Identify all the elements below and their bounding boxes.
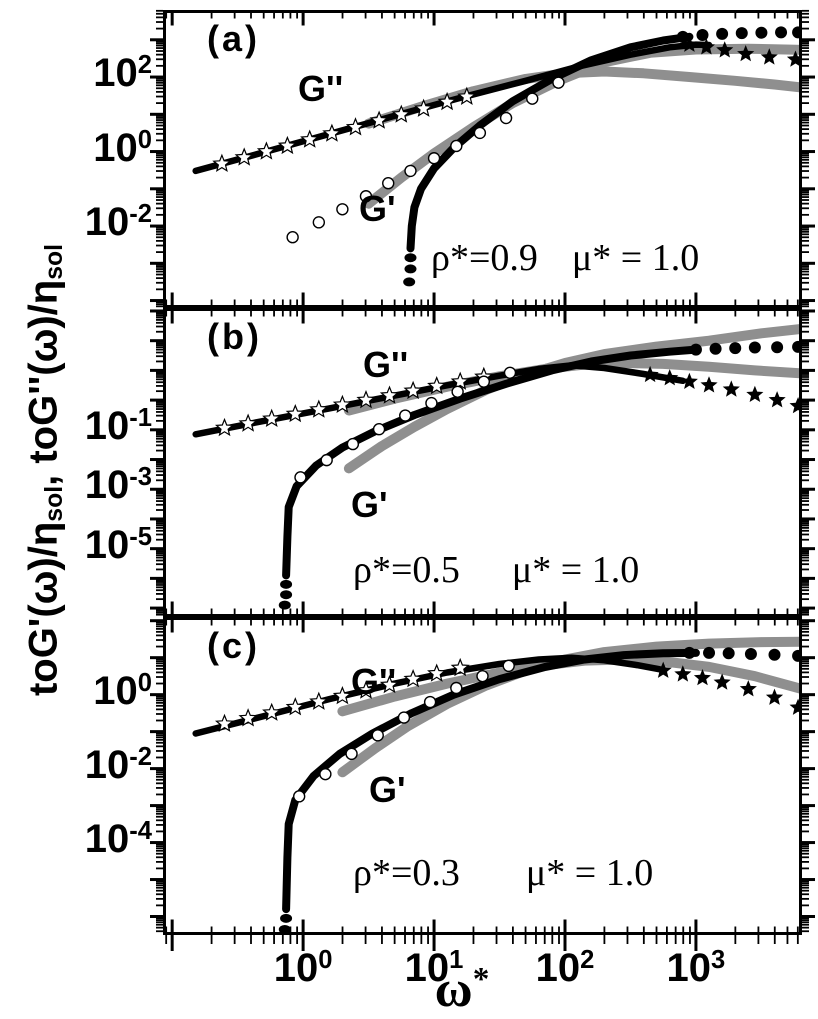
y-tick-label: 10-1 — [84, 403, 152, 448]
G-double-prime-line — [192, 362, 687, 438]
G-double-prime-theory-gray — [337, 654, 802, 717]
G-prime-line — [406, 32, 694, 253]
x-tick-label: 103 — [666, 946, 726, 990]
y-tick-label: 10-3 — [84, 463, 152, 508]
panel-c-series — [192, 636, 802, 934]
x-axis-tick-labels: 100 101 102 103 — [0, 946, 818, 1001]
G-prime-drop-dots — [403, 253, 417, 287]
x-tick-label: 102 — [535, 946, 595, 990]
rho-value: ρ*=0.5 — [353, 549, 460, 591]
G-double-prime-stars-tail — [641, 365, 802, 414]
panel-a: (a) G'' G' ρ*=0.9 μ* = 1.0 102 100 10-2 — [85, 9, 815, 308]
g-prime-label: G' — [351, 484, 388, 525]
panel-c-plot — [150, 617, 815, 951]
panel-c-letter: (c) — [207, 625, 260, 666]
y-tick-label: 10-2 — [84, 200, 152, 245]
panel-a-letter: (a) — [207, 18, 260, 59]
mu-value: μ* = 1.0 — [525, 852, 654, 894]
x-tick-label: 100 — [273, 946, 333, 990]
mu-value: μ* = 1.0 — [511, 549, 640, 591]
G-prime-line — [282, 345, 700, 580]
panel-c-border — [163, 617, 802, 935]
panel-b-plot — [150, 308, 815, 617]
panel-b: (b) G'' G' ρ*=0.5 μ* = 1.0 10-1 10-3 10-5 — [85, 308, 815, 617]
panel-b-series — [192, 323, 802, 610]
x-tick-label: 101 — [404, 946, 464, 990]
G-prime-open-circles — [294, 366, 517, 484]
panel-b-annotation: ρ*=0.5 μ* = 1.0 — [353, 548, 639, 592]
G-prime-drop-dots — [278, 913, 293, 934]
mu-value: μ* = 1.0 — [571, 237, 700, 279]
x-axis-label: ω* — [434, 960, 490, 1018]
panel-a-annotation: ρ*=0.9 μ* = 1.0 — [431, 236, 699, 280]
panel-c-annotation: ρ*=0.3 μ* = 1.0 — [353, 851, 653, 895]
G-double-prime-line — [192, 654, 667, 737]
g-double-prime-label: G'' — [298, 68, 344, 109]
g-prime-label: G' — [369, 769, 406, 810]
panel-b-letter: (b) — [207, 316, 262, 357]
panel-a-border — [163, 10, 802, 308]
y-tick-label: 10-4 — [84, 816, 152, 861]
G-double-prime-open-stars — [212, 86, 477, 173]
y-tick-label: 10-5 — [84, 522, 152, 567]
g-double-prime-label: G'' — [351, 661, 397, 702]
G-prime-dots-tail — [683, 646, 802, 662]
g-double-prime-label: G'' — [363, 344, 409, 385]
G-double-prime-theory-gray — [363, 66, 802, 129]
rho-value: ρ*=0.3 — [353, 852, 460, 894]
G-prime-drop-dots — [278, 579, 293, 610]
y-tick-label: 100 — [93, 125, 152, 170]
G-prime-open-circles — [286, 76, 565, 244]
y-tick-label: 102 — [93, 51, 152, 96]
panel-b-border — [163, 308, 802, 617]
rho-value: ρ*=0.9 — [431, 237, 538, 279]
G-double-prime-stars-tail — [654, 661, 802, 715]
y-axis-label: toG'(ω)/ηsol, toG''(ω)/ηsol — [21, 243, 68, 697]
G-double-prime-stars-tail — [680, 35, 802, 67]
G-prime-dots-tail — [676, 26, 802, 43]
y-tick-label: 100 — [93, 668, 152, 713]
y-tick-label: 10-2 — [84, 742, 152, 787]
panel-c-ticks — [150, 618, 815, 951]
g-prime-label: G' — [359, 188, 396, 229]
G-prime-open-circles — [292, 659, 515, 803]
panel-a-plot — [150, 9, 815, 308]
G-double-prime-open-stars — [214, 366, 494, 437]
G-double-prime-open-stars — [214, 657, 470, 733]
panel-c: (c) G'' G' ρ*=0.3 μ* = 1.0 100 10-2 10-4 — [85, 617, 815, 951]
G-prime-line — [282, 648, 700, 914]
